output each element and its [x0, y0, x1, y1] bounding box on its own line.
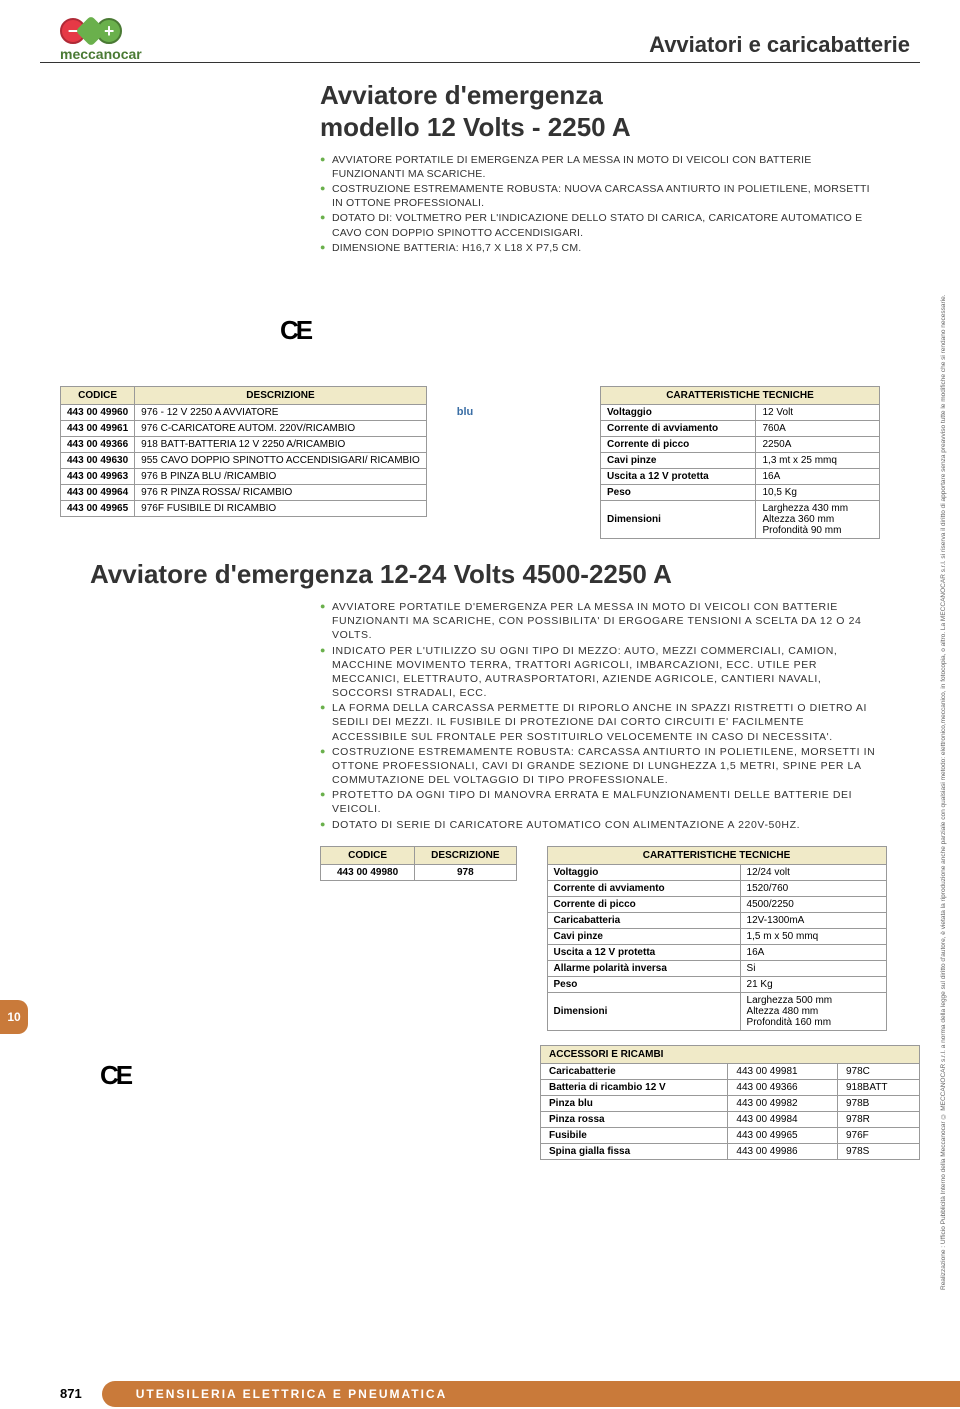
- table-row: Uscita a 12 V protetta16A: [547, 944, 886, 960]
- table-row: Cavi pinze1,3 mt x 25 mmq: [601, 452, 880, 468]
- bullet-item: COSTRUZIONE ESTREMAMENTE ROBUSTA: NUOVA …: [320, 182, 880, 210]
- section1-title-line1: Avviatore d'emergenza: [320, 81, 920, 111]
- table-row: Fusibile443 00 49965976F: [541, 1127, 920, 1143]
- ce-mark-icon: CE: [100, 1060, 130, 1091]
- table-row: Spina gialla fissa443 00 49986978S: [541, 1143, 920, 1159]
- section1-code-table: CODICE DESCRIZIONE 443 00 49960976 - 12 …: [60, 386, 427, 517]
- copyright-note: Realizzazione : Ufficio Pubblicità Inter…: [940, 140, 952, 1290]
- table-row: Caricabatterie443 00 49981978C: [541, 1063, 920, 1079]
- page-tab: 10: [0, 1000, 28, 1034]
- section1-title-line2: modello 12 Volts - 2250 A: [320, 113, 920, 143]
- table-row: Voltaggio12 Volt: [601, 404, 880, 420]
- table-row: 443 00 49965976F FUSIBILE DI RICAMBIO: [61, 500, 427, 516]
- bullet-item: DOTATO DI SERIE DI CARICATORE AUTOMATICO…: [320, 818, 880, 832]
- table-row: 443 00 49366918 BATT-BATTERIA 12 V 2250 …: [61, 436, 427, 452]
- page-number: 871: [0, 1378, 102, 1409]
- table-row: 443 00 49980 978: [321, 864, 517, 880]
- table-row: Corrente di avviamento1520/760: [547, 880, 886, 896]
- table-row: Voltaggio12/24 volt: [547, 864, 886, 880]
- section1-spec-table: CARATTERISTICHE TECNICHE Voltaggio12 Vol…: [600, 386, 880, 539]
- section2-code-table: CODICE DESCRIZIONE 443 00 49980 978: [320, 846, 517, 881]
- table-row: 443 00 49630955 CAVO DOPPIO SPINOTTO ACC…: [61, 452, 427, 468]
- bullet-item: DOTATO DI: VOLTMETRO PER L'INDICAZIONE D…: [320, 211, 880, 239]
- table-row: 443 00 49964976 R PINZA ROSSA/ RICAMBIO: [61, 484, 427, 500]
- table-row: Uscita a 12 V protetta16A: [601, 468, 880, 484]
- table-row: Peso21 Kg: [547, 976, 886, 992]
- table-row: DimensioniLarghezza 430 mm Altezza 360 m…: [601, 500, 880, 538]
- section2-title: Avviatore d'emergenza 12-24 Volts 4500-2…: [90, 559, 920, 590]
- table-row: Corrente di picco2250A: [601, 436, 880, 452]
- col-descrizione: DESCRIZIONE: [415, 846, 516, 864]
- acc-title: ACCESSORI E RICAMBI: [541, 1045, 920, 1063]
- table-row: 443 00 49961976 C-CARICATORE AUTOM. 220V…: [61, 420, 427, 436]
- brand-name: meccanocar: [60, 46, 142, 62]
- bullet-item: INDICATO PER L'UTILIZZO SU OGNI TIPO DI …: [320, 644, 880, 701]
- table-row: Peso10,5 Kg: [601, 484, 880, 500]
- table-row: 443 00 49963976 B PINZA BLU /RICAMBIO: [61, 468, 427, 484]
- col-codice: CODICE: [321, 846, 415, 864]
- blu-label: blu: [457, 386, 474, 418]
- table-row: DimensioniLarghezza 500 mm Altezza 480 m…: [547, 992, 886, 1030]
- table-row: Corrente di picco4500/2250: [547, 896, 886, 912]
- table-row: Pinza rossa443 00 49984978R: [541, 1111, 920, 1127]
- table-row: Corrente di avviamento760A: [601, 420, 880, 436]
- category-title: Avviatori e caricabatterie: [40, 32, 920, 58]
- table-row: Allarme polarità inversaSi: [547, 960, 886, 976]
- bullet-item: AVVIATORE PORTATILE D'EMERGENZA PER LA M…: [320, 600, 880, 643]
- bullet-item: DIMENSIONE BATTERIA: H16,7 X L18 X P7,5 …: [320, 241, 880, 255]
- table-row: Pinza blu443 00 49982978B: [541, 1095, 920, 1111]
- section2-spec-table: CARATTERISTICHE TECNICHE Voltaggio12/24 …: [547, 846, 887, 1031]
- section1-bullets: AVVIATORE PORTATILE DI EMERGENZA PER LA …: [320, 153, 920, 255]
- accessories-table: ACCESSORI E RICAMBI Caricabatterie443 00…: [540, 1045, 920, 1160]
- ce-mark-icon: CE: [280, 315, 920, 346]
- spec-title: CARATTERISTICHE TECNICHE: [601, 386, 880, 404]
- table-row: Batteria di ricambio 12 V443 00 49366918…: [541, 1079, 920, 1095]
- brand-logo: − + meccanocar: [60, 18, 142, 62]
- section2-bullets: AVVIATORE PORTATILE D'EMERGENZA PER LA M…: [320, 600, 920, 832]
- bullet-item: COSTRUZIONE ESTREMAMENTE ROBUSTA: CARCAS…: [320, 745, 880, 788]
- bullet-item: PROTETTO DA OGNI TIPO DI MANOVRA ERRATA …: [320, 788, 880, 816]
- col-codice: CODICE: [61, 386, 135, 404]
- table-row: 443 00 49960976 - 12 V 2250 A AVVIATORE: [61, 404, 427, 420]
- header-divider: [40, 62, 920, 63]
- bullet-item: AVVIATORE PORTATILE DI EMERGENZA PER LA …: [320, 153, 880, 181]
- page-footer: 871 UTENSILERIA ELETTRICA E PNEUMATICA: [0, 1378, 960, 1409]
- col-descrizione: DESCRIZIONE: [135, 386, 427, 404]
- footer-bar-text: UTENSILERIA ELETTRICA E PNEUMATICA: [116, 1381, 960, 1407]
- table-row: Caricabatteria12V-1300mA: [547, 912, 886, 928]
- bullet-item: LA FORMA DELLA CARCASSA PERMETTE DI RIPO…: [320, 701, 880, 744]
- spec-title: CARATTERISTICHE TECNICHE: [547, 846, 886, 864]
- table-row: Cavi pinze1,5 m x 50 mmq: [547, 928, 886, 944]
